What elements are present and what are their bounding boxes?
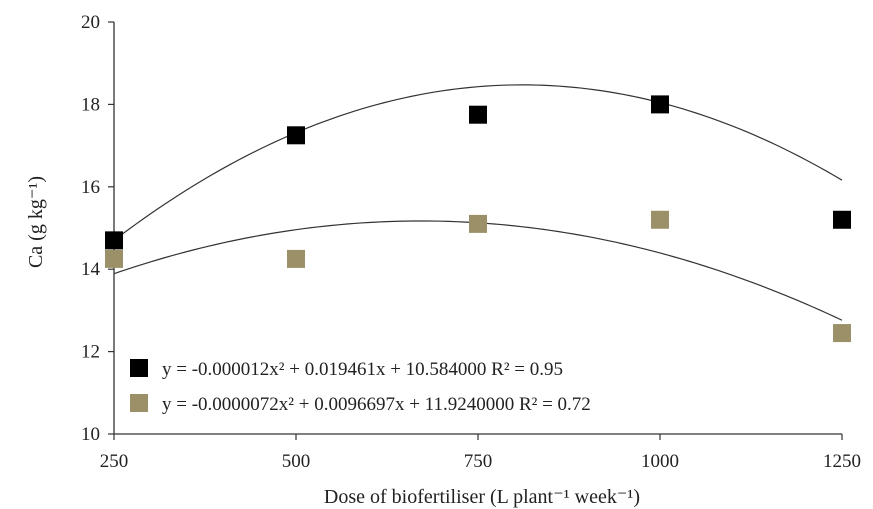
data-point-series-2 xyxy=(105,249,123,268)
data-point-series-2 xyxy=(833,324,851,343)
data-point-series-1 xyxy=(469,105,487,124)
y-tick-label: 10 xyxy=(81,424,100,445)
axes xyxy=(108,21,843,440)
data-point-series-1 xyxy=(287,126,305,145)
x-tick-label: 750 xyxy=(464,451,493,472)
x-tick-label: 250 xyxy=(100,451,129,472)
data-point-series-1 xyxy=(833,210,851,229)
x-tick-label: 500 xyxy=(282,451,311,472)
legend-equation-1: y = -0.000012x² + 0.019461x + 10.584000 … xyxy=(162,359,563,380)
legend: y = -0.000012x² + 0.019461x + 10.584000 … xyxy=(130,359,591,415)
y-tick-label: 18 xyxy=(81,94,100,115)
tick-labels: 10 12 14 16 18 20 250 500 750 1000 1250 xyxy=(81,12,861,472)
y-tick-label: 20 xyxy=(81,12,100,33)
legend-marker-2 xyxy=(130,394,148,412)
y-tick-label: 14 xyxy=(81,259,101,280)
data-point-series-2 xyxy=(287,249,305,268)
legend-marker-1 xyxy=(130,359,148,377)
data-point-series-1 xyxy=(105,231,123,250)
legend-equation-2: y = -0.0000072x² + 0.0096697x + 11.92400… xyxy=(162,394,591,415)
y-tick-label: 16 xyxy=(81,177,100,198)
data-points xyxy=(105,95,851,343)
data-point-series-2 xyxy=(651,210,669,229)
y-axis-title: Ca (g kg⁻¹) xyxy=(25,176,47,268)
data-point-series-2 xyxy=(469,214,487,233)
y-tick-label: 12 xyxy=(81,342,100,363)
x-tick-label: 1000 xyxy=(641,451,679,472)
x-tick-label: 1250 xyxy=(823,451,861,472)
trend-line-1 xyxy=(113,84,843,241)
x-axis-title: Dose of biofertiliser (L plant⁻¹ week⁻¹) xyxy=(324,486,640,508)
trend-line-2 xyxy=(113,220,843,321)
data-point-series-1 xyxy=(651,95,669,114)
